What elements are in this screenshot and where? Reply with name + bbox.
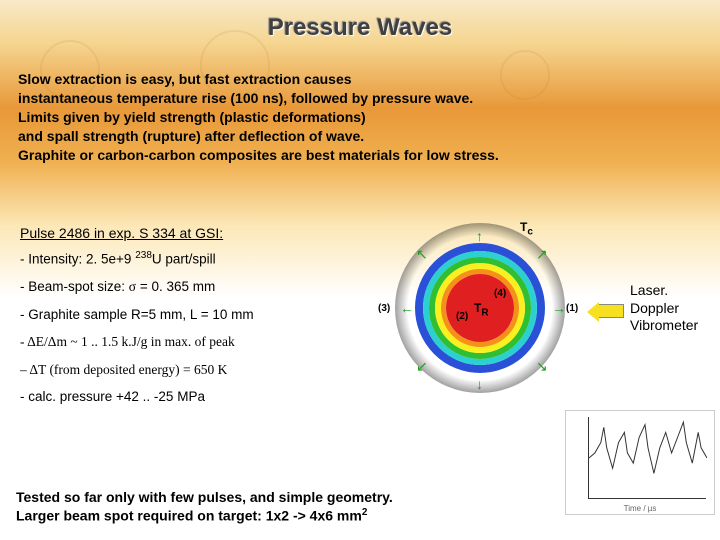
- arrow-n: ↑: [476, 228, 483, 244]
- arrow-s: ↓: [476, 376, 483, 392]
- intro-line: and spall strength (rupture) after defle…: [18, 128, 364, 144]
- page-title: Pressure Waves: [0, 0, 720, 42]
- chart-xlabel: Time / µs: [624, 504, 657, 513]
- bullet-pressure: - calc. pressure +42 .. -25 MPa: [20, 389, 254, 405]
- arrow-nw: ↖: [416, 246, 428, 263]
- chart-area: [588, 417, 706, 499]
- laser-label: Laser. Doppler Vibrometer: [630, 282, 698, 335]
- pulse-header: Pulse 2486 in exp. S 334 at GSI:: [20, 225, 223, 241]
- tc-label: Tc: [520, 220, 533, 237]
- intro-line: Slow extraction is easy, but fast extrac…: [18, 71, 352, 87]
- tr-label: TR: [474, 301, 489, 318]
- intro-line: Graphite or carbon-carbon composites are…: [18, 147, 499, 163]
- arrow-se: ↘: [536, 358, 548, 375]
- thermal-diagram: Tc TR (1) (2) (3) (4) ↑ ↓ ← → ↖ ↗ ↙ ↘: [370, 218, 590, 398]
- bullet-intensity: - Intensity: 2. 5e+9 238U part/spill: [20, 250, 254, 267]
- intro-line: Limits given by yield strength (plastic …: [18, 109, 366, 125]
- arrow-w: ←: [400, 300, 414, 316]
- bullet-beamspot: - Beam-spot size: σ = 0. 365 mm: [20, 279, 254, 295]
- bullet-dt: – ΔT (from deposited energy) = 650 K: [20, 362, 254, 378]
- bullet-dedm: - ΔE/Δm ~ 1 .. 1.5 k.J/g in max. of peak: [20, 334, 254, 350]
- outro-text: Tested so far only with few pulses, and …: [16, 488, 393, 525]
- num-2: (2): [456, 311, 468, 322]
- bullet-graphite: - Graphite sample R=5 mm, L = 10 mm: [20, 307, 254, 323]
- num-4: (4): [494, 288, 506, 299]
- arrow-ne: ↗: [536, 246, 548, 263]
- arrow-sw: ↙: [416, 358, 428, 375]
- num-3: (3): [378, 303, 390, 314]
- num-1: (1): [566, 303, 578, 314]
- bullet-list: - Intensity: 2. 5e+9 238U part/spill - B…: [20, 250, 254, 417]
- velocity-chart: Time / µs: [565, 410, 715, 515]
- arrow-e: →: [552, 300, 566, 316]
- intro-text: Slow extraction is easy, but fast extrac…: [18, 70, 708, 164]
- chart-svg: [589, 417, 707, 499]
- laser-arrow-icon: [598, 304, 624, 318]
- intro-line: instantaneous temperature rise (100 ns),…: [18, 90, 473, 106]
